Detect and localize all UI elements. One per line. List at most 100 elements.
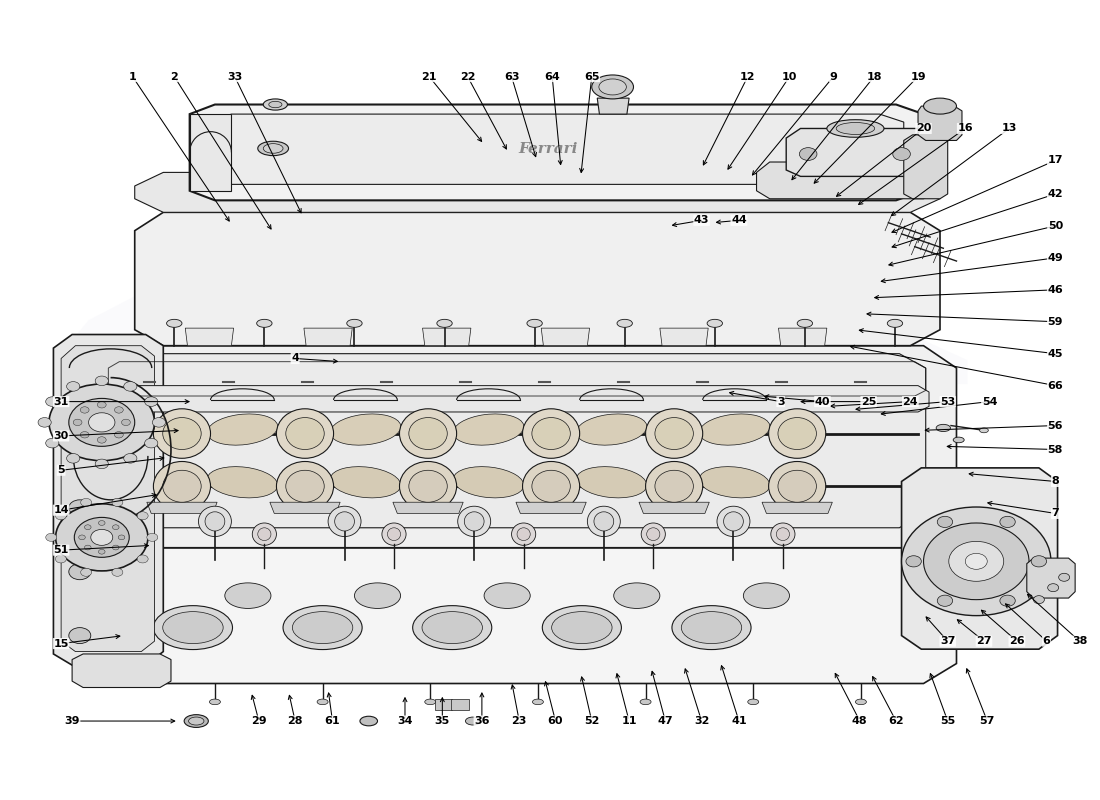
- Polygon shape: [185, 328, 233, 346]
- Ellipse shape: [153, 409, 210, 458]
- Circle shape: [123, 382, 136, 391]
- Polygon shape: [451, 698, 469, 710]
- Text: 41: 41: [732, 716, 747, 726]
- Ellipse shape: [458, 506, 491, 537]
- Circle shape: [46, 534, 57, 542]
- Text: eurospares: eurospares: [183, 622, 411, 657]
- Circle shape: [924, 523, 1028, 600]
- Text: 1: 1: [129, 71, 136, 82]
- Circle shape: [56, 504, 147, 571]
- Ellipse shape: [646, 462, 703, 511]
- Circle shape: [138, 512, 148, 520]
- Text: 55: 55: [940, 716, 955, 726]
- Text: 17: 17: [1047, 155, 1063, 166]
- Ellipse shape: [360, 716, 377, 726]
- Circle shape: [91, 530, 113, 546]
- Circle shape: [1000, 516, 1015, 527]
- Circle shape: [69, 398, 134, 446]
- Circle shape: [96, 459, 109, 469]
- Ellipse shape: [924, 98, 957, 114]
- Circle shape: [85, 525, 91, 530]
- Ellipse shape: [647, 528, 660, 541]
- Text: 59: 59: [1047, 317, 1063, 326]
- Text: 49: 49: [1047, 253, 1064, 263]
- Text: 66: 66: [1047, 381, 1064, 390]
- Ellipse shape: [707, 319, 723, 327]
- Circle shape: [118, 535, 124, 540]
- Ellipse shape: [771, 523, 795, 546]
- Text: eurospares: eurospares: [634, 287, 862, 321]
- Text: 56: 56: [1047, 421, 1063, 430]
- Ellipse shape: [980, 428, 988, 433]
- Circle shape: [67, 454, 80, 463]
- Ellipse shape: [257, 142, 288, 156]
- Polygon shape: [516, 502, 586, 514]
- Ellipse shape: [409, 470, 448, 502]
- Text: 52: 52: [584, 716, 600, 726]
- Ellipse shape: [532, 699, 543, 705]
- Polygon shape: [541, 328, 590, 346]
- Text: 37: 37: [940, 636, 956, 646]
- Text: 2: 2: [170, 71, 178, 82]
- Ellipse shape: [224, 583, 271, 609]
- Ellipse shape: [617, 319, 632, 327]
- Polygon shape: [779, 328, 827, 346]
- Ellipse shape: [836, 122, 874, 134]
- Text: 34: 34: [397, 716, 412, 726]
- Polygon shape: [116, 386, 930, 412]
- Text: 30: 30: [54, 431, 68, 441]
- Polygon shape: [270, 502, 340, 514]
- Ellipse shape: [778, 470, 816, 502]
- Polygon shape: [902, 468, 1057, 649]
- Circle shape: [79, 535, 86, 540]
- Ellipse shape: [387, 528, 400, 541]
- Polygon shape: [434, 698, 452, 710]
- Text: 25: 25: [861, 397, 877, 406]
- Text: 3: 3: [777, 397, 784, 406]
- Ellipse shape: [334, 512, 354, 531]
- Circle shape: [114, 406, 123, 413]
- Circle shape: [906, 556, 922, 567]
- Ellipse shape: [856, 699, 867, 705]
- Polygon shape: [1026, 558, 1075, 598]
- Circle shape: [966, 554, 987, 570]
- Circle shape: [46, 397, 59, 406]
- Circle shape: [949, 542, 1003, 582]
- Ellipse shape: [330, 466, 400, 498]
- Ellipse shape: [207, 414, 277, 445]
- Ellipse shape: [286, 418, 324, 450]
- Text: 63: 63: [504, 71, 519, 82]
- Ellipse shape: [512, 523, 536, 546]
- Text: 64: 64: [544, 71, 560, 82]
- Ellipse shape: [153, 462, 210, 511]
- Polygon shape: [146, 502, 217, 514]
- Ellipse shape: [198, 506, 231, 537]
- Circle shape: [144, 397, 157, 406]
- Text: 12: 12: [740, 71, 756, 82]
- Text: 38: 38: [1071, 636, 1087, 646]
- Circle shape: [80, 568, 91, 576]
- Text: 53: 53: [940, 397, 955, 406]
- Ellipse shape: [207, 466, 277, 498]
- Ellipse shape: [422, 612, 483, 643]
- Circle shape: [50, 384, 154, 461]
- Ellipse shape: [453, 414, 524, 445]
- Ellipse shape: [641, 523, 666, 546]
- Polygon shape: [134, 212, 940, 346]
- Ellipse shape: [330, 414, 400, 445]
- Ellipse shape: [640, 699, 651, 705]
- Circle shape: [114, 431, 123, 438]
- Polygon shape: [422, 328, 471, 346]
- Text: 31: 31: [54, 397, 69, 406]
- Ellipse shape: [166, 319, 182, 327]
- Text: 5: 5: [57, 466, 65, 475]
- Text: 54: 54: [981, 397, 998, 406]
- Polygon shape: [786, 129, 933, 176]
- Text: 46: 46: [1047, 285, 1064, 294]
- Text: 16: 16: [957, 123, 974, 134]
- Ellipse shape: [888, 319, 903, 327]
- Text: 9: 9: [829, 71, 837, 82]
- Circle shape: [893, 148, 911, 161]
- Ellipse shape: [409, 418, 448, 450]
- Ellipse shape: [672, 606, 751, 650]
